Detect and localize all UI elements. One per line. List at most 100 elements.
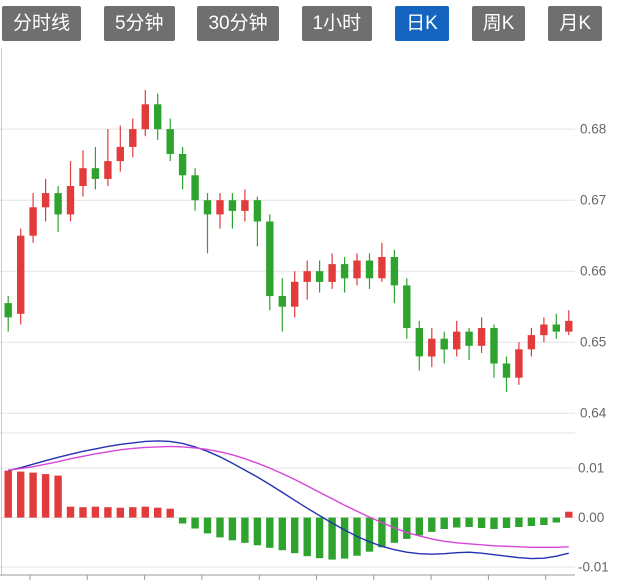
candle-body [216,200,224,215]
macd-histogram-bar [291,517,299,554]
macd-histogram-bar [253,517,262,546]
candle-body [490,328,498,364]
macd-layer [4,440,573,560]
candle [291,271,299,318]
candle [241,189,249,222]
candle [540,317,548,343]
candle-body [403,285,411,328]
candle [428,328,436,368]
candle-body [228,200,237,211]
tab-1hour[interactable]: 1小时 [301,6,373,41]
candle [353,253,361,286]
candle [17,228,25,325]
macd-histogram-bar [540,517,548,525]
candle-body [552,324,560,332]
candle [440,331,448,364]
candle-body [104,161,112,179]
macd-histogram-bar [403,517,411,539]
candle-body [17,235,25,314]
macd-histogram-bar [17,471,25,518]
candle [565,310,573,336]
tab-5min[interactable]: 5分钟 [103,6,175,41]
macd-histogram-bar [241,517,249,543]
macd-histogram-bar [378,517,386,548]
candle [129,118,137,158]
tab-weekly-k[interactable]: 周K [471,6,526,41]
tab-minute-line[interactable]: 分时线 [2,6,82,41]
candle [104,129,112,186]
macd-histogram-bar [490,517,498,529]
candle-body [477,328,486,346]
candle-body [4,303,12,318]
macd-dea-line [8,445,569,548]
macd-histogram-bar [41,474,50,518]
macd-histogram-bar [104,507,112,518]
price-axis-label: 0.67 [580,193,606,208]
grid-layer: 0.68 0.67 0.66 0.65 0.64 0.01 0.00 -0.01 [0,122,609,575]
axis-layer [0,48,575,580]
candle [328,253,336,289]
candle-body [453,331,461,350]
candle-body [178,154,187,176]
macd-histogram-bar [154,507,162,518]
macd-histogram-bar [340,517,349,559]
candle-body [502,363,511,378]
candle [266,214,274,311]
candle [66,161,75,222]
macd-histogram-bar [390,517,399,543]
macd-histogram-bar [440,517,448,529]
candle-body [203,200,212,215]
candle-body [154,104,162,130]
macd-histogram-bar [29,472,37,518]
candle-body [328,264,336,282]
candle [465,328,473,360]
macd-histogram-bar [216,517,224,538]
candle-body [191,175,199,201]
macd-axis-label: 0.01 [578,461,604,476]
timeframe-toolbar: 分时线 5分钟 30分钟 1小时 日K 周K 月K [0,0,634,46]
candle [178,146,187,190]
candle [4,296,12,332]
candles-layer [4,90,573,392]
macd-histogram-bar [502,517,511,528]
macd-histogram-bar [116,507,124,518]
candle [527,328,536,357]
macd-histogram-bar [477,517,486,528]
candle-body [390,257,399,286]
candle-body [29,207,37,236]
candle [79,150,87,197]
candle-body [66,186,75,215]
macd-axis-label: -0.01 [578,560,609,575]
price-axis-label: 0.64 [580,406,607,421]
candle [390,249,399,304]
candle-body [428,338,436,357]
candle [141,90,149,137]
candle [154,93,162,140]
price-axis-label: 0.68 [580,122,606,137]
candle [365,253,374,289]
macd-histogram-bar [228,517,237,541]
candle [116,125,124,172]
candle-body [378,257,386,279]
macd-dif-line [8,440,569,560]
candle [216,193,224,229]
tab-30min[interactable]: 30分钟 [197,6,279,41]
macd-histogram-bar [328,517,336,560]
candle-body [166,129,174,154]
tab-daily-k[interactable]: 日K [395,6,449,41]
candlestick-macd-chart[interactable]: 0.68 0.67 0.66 0.65 0.64 0.01 0.00 -0.01 [0,46,634,582]
macd-histogram-bar [203,517,212,534]
candle [41,178,50,222]
macd-histogram-bar [191,517,199,529]
candle-body [340,264,349,279]
chart-area[interactable]: 0.68 0.67 0.66 0.65 0.64 0.01 0.00 -0.01 [0,46,634,582]
macd-histogram-bar [365,517,374,552]
macd-histogram-bar [315,517,324,559]
candle-body [116,146,124,162]
candle-body [465,331,473,346]
macd-histogram-bar [428,517,436,532]
candle-body [515,349,523,378]
candle-body [415,328,423,357]
tab-monthly-k[interactable]: 月K [548,6,602,41]
candle [303,260,311,300]
